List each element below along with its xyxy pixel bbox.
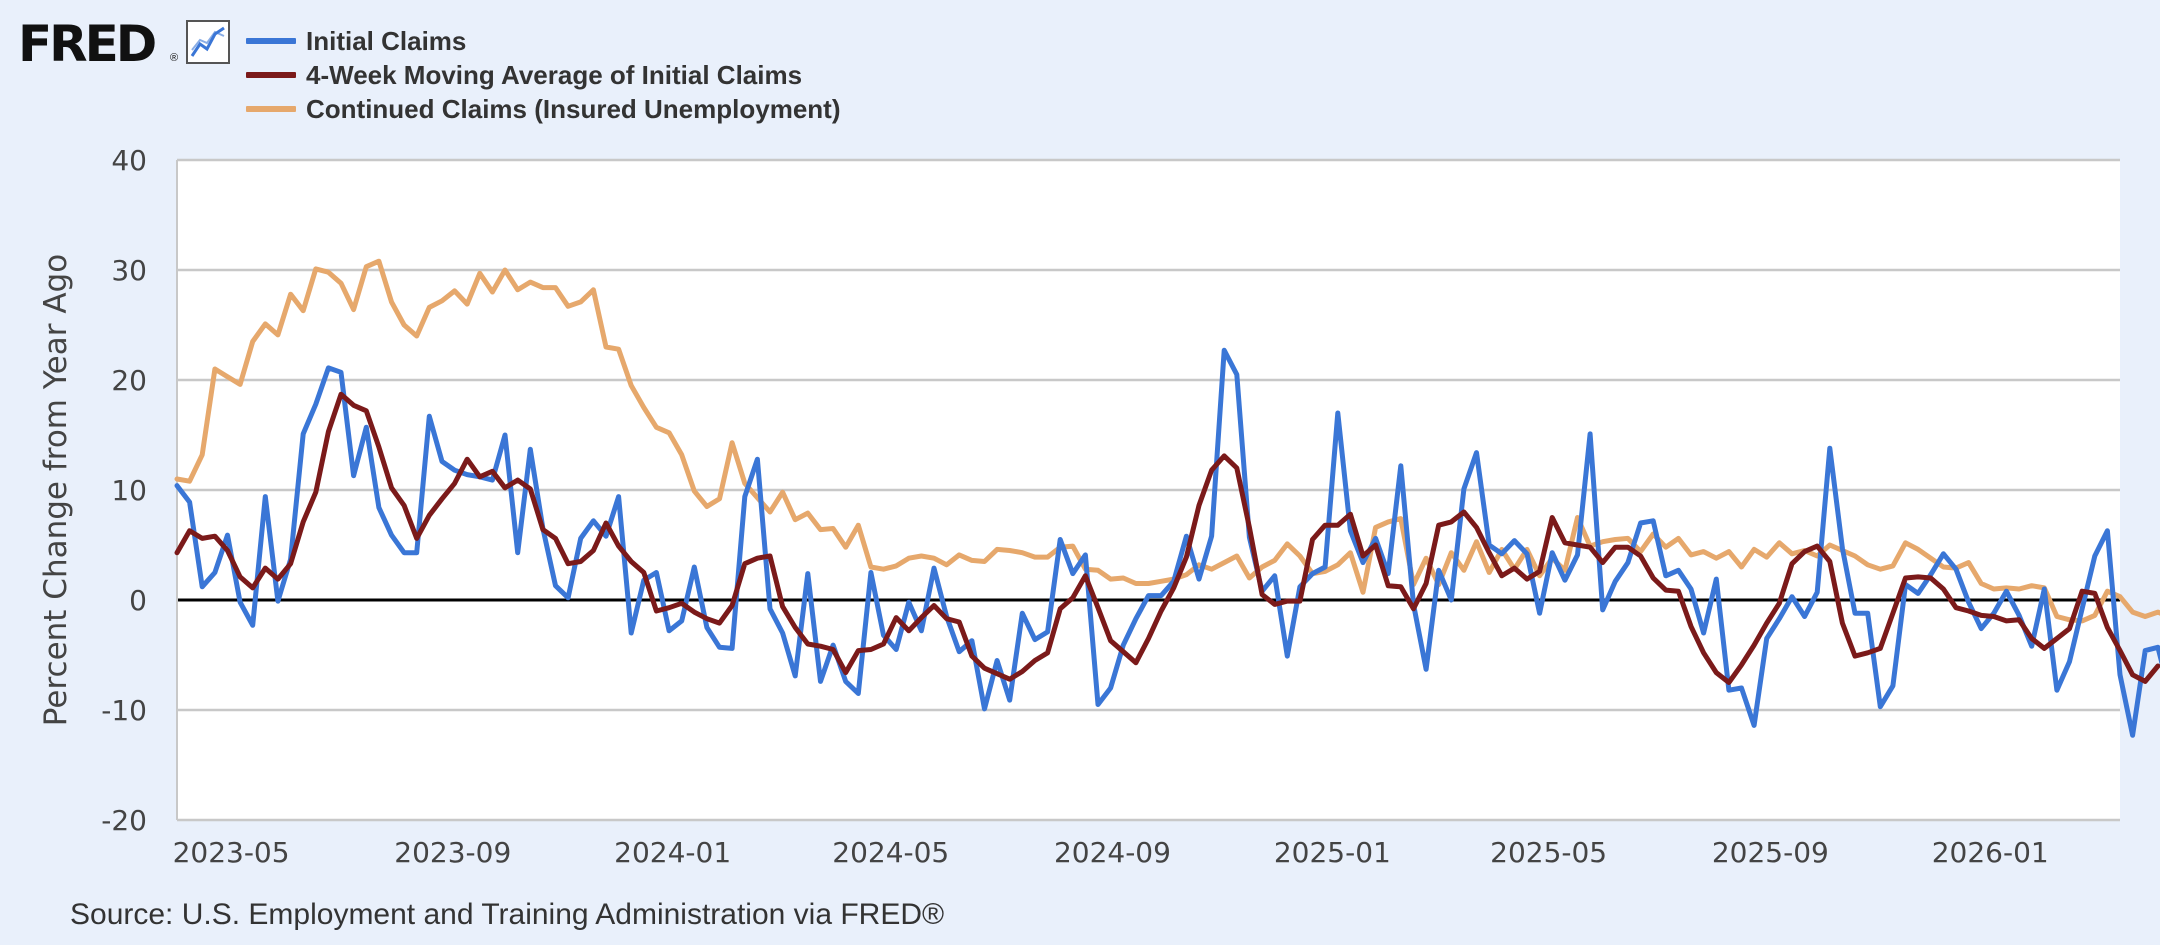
x-tick-label: 2024-09	[1054, 836, 1171, 869]
y-tick-label: 20	[111, 364, 147, 397]
y-tick-labels: -20 -10 0 10 20 30 40	[101, 144, 147, 837]
y-axis-label: Percent Change from Year Ago	[38, 254, 74, 726]
legend-label: 4-Week Moving Average of Initial Claims	[306, 59, 803, 90]
series-line-initial-claims[interactable]	[174, 347, 2160, 738]
legend: Initial Claims 4-Week Moving Average of …	[246, 24, 841, 126]
legend-item-initial-claims[interactable]: Initial Claims	[246, 24, 841, 58]
series-line-4-week-moving-average-of-initial-claims[interactable]	[174, 391, 2160, 685]
y-tick-label: 0	[129, 584, 147, 617]
legend-swatch-initial-claims	[246, 38, 296, 44]
y-tick-label: -20	[101, 804, 147, 837]
registered-mark: ®	[170, 52, 179, 64]
series-lines	[174, 258, 2160, 738]
chart-line-icon	[186, 20, 230, 64]
x-tick-label: 2025-01	[1274, 836, 1391, 869]
x-tick-label: 2026-01	[1932, 836, 2049, 869]
x-tick-label: 2024-01	[614, 836, 731, 869]
x-tick-label: 2023-05	[173, 836, 290, 869]
y-tick-label: 30	[111, 254, 147, 287]
y-tick-label: 10	[111, 474, 147, 507]
legend-swatch-4-week-moving-average	[246, 72, 296, 78]
x-tick-label: 2025-05	[1490, 836, 1607, 869]
legend-label: Continued Claims (Insured Unemployment)	[306, 93, 841, 124]
y-tick-label: -10	[101, 694, 147, 727]
legend-swatch-continued-claims	[246, 106, 296, 112]
source-note: Source: U.S. Employment and Training Adm…	[70, 898, 945, 931]
fred-logo-text: FRED	[18, 15, 157, 73]
fred-logo[interactable]: FRED ®	[18, 16, 178, 72]
x-tick-label: 2025-09	[1712, 836, 1829, 869]
legend-label: Initial Claims	[306, 25, 467, 56]
legend-item-4-week-moving-average[interactable]: 4-Week Moving Average of Initial Claims	[246, 58, 841, 92]
x-tick-label: 2024-05	[832, 836, 949, 869]
y-tick-label: 40	[111, 144, 147, 177]
x-tick-label: 2023-09	[394, 836, 511, 869]
legend-item-continued-claims[interactable]: Continued Claims (Insured Unemployment)	[246, 92, 841, 126]
x-tick-labels: 2023-05 2023-09 2024-01 2024-05 2024-09 2025-…	[173, 836, 2049, 869]
